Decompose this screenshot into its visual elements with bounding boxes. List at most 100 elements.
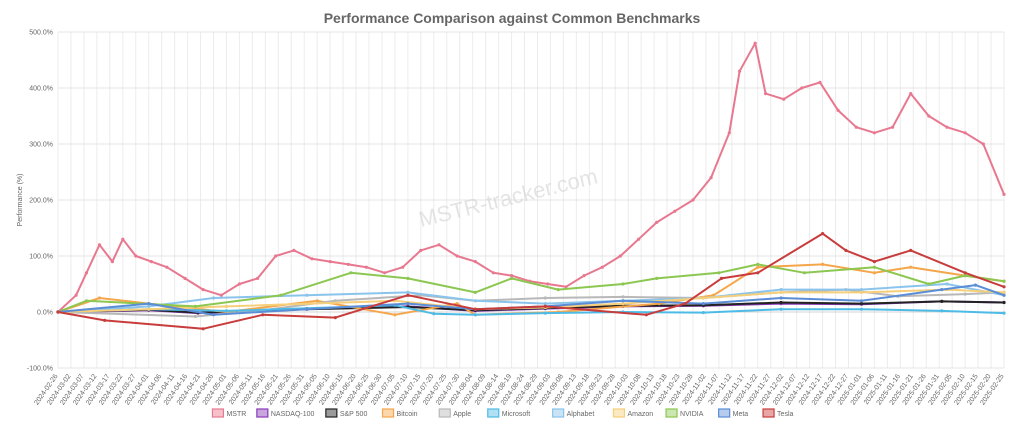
series-line-amazon (57, 288, 1005, 313)
y-tick-label: 300.0% (29, 142, 53, 149)
data-point (406, 302, 410, 306)
data-point (406, 276, 410, 280)
series-line-tesla (57, 232, 1005, 330)
data-point (940, 309, 944, 313)
data-point (859, 288, 864, 292)
data-point (473, 307, 477, 311)
data-point (193, 304, 197, 308)
data-point (582, 274, 586, 278)
data-point (859, 307, 864, 311)
data-point (201, 288, 205, 292)
data-point (637, 237, 641, 241)
data-point (310, 257, 314, 261)
legend-item-mstr[interactable]: MSTR (211, 408, 246, 418)
series-lines (56, 41, 1006, 331)
data-point (644, 313, 648, 317)
data-point (800, 86, 804, 90)
data-point (872, 131, 877, 135)
legend-item-s-p-500[interactable]: S&P 500 (325, 408, 368, 418)
legend-item-amazon[interactable]: Amazon (612, 408, 653, 418)
data-point (510, 274, 514, 278)
series-line-nvidia (57, 263, 1005, 313)
data-point (683, 302, 687, 306)
data-point (621, 282, 625, 286)
data-point (97, 296, 102, 300)
legend-swatch (325, 408, 338, 418)
legend-label: NVIDIA (680, 411, 704, 418)
data-point (110, 260, 114, 264)
legend-swatch (256, 408, 269, 418)
data-point (393, 313, 397, 317)
series-line-mstr (57, 42, 1005, 313)
data-point (349, 271, 353, 275)
data-point (1002, 285, 1006, 289)
data-point (1002, 279, 1006, 283)
data-point (201, 327, 205, 331)
legend-item-alphabet[interactable]: Alphabet (552, 408, 595, 418)
y-tick-label: 500.0% (29, 30, 53, 37)
x-tick-labels: 2024-02-262024-03-022024-03-072024-03-12… (33, 373, 1005, 406)
data-point (963, 292, 967, 296)
legend-item-tesla[interactable]: Tesla (762, 408, 793, 418)
data-point (419, 248, 423, 252)
legend-item-nvidia[interactable]: NVIDIA (665, 408, 704, 418)
data-point (406, 290, 410, 294)
data-point (383, 271, 387, 275)
y-tick-labels: -100.0% 0.0% 100.0% 200.0% 300.0% 400.0% 500.0… (27, 30, 53, 373)
data-point (756, 265, 760, 269)
data-point (621, 302, 625, 306)
data-point (103, 318, 107, 322)
data-point (183, 276, 187, 280)
legend-label: Apple (453, 411, 471, 418)
data-point (909, 248, 913, 252)
data-point (224, 309, 229, 313)
data-point (779, 288, 783, 292)
data-point (543, 304, 547, 308)
legend-item-apple[interactable]: Apple (438, 408, 471, 418)
data-point (940, 299, 944, 303)
legend-item-microsoft[interactable]: Microsoft (487, 408, 530, 418)
data-point (655, 220, 659, 224)
data-point (872, 260, 877, 264)
data-point (940, 288, 944, 292)
y-tick-label: 100.0% (29, 254, 53, 261)
legend-item-nasdaq-100[interactable]: NASDAQ-100 (256, 408, 315, 418)
data-point (701, 311, 706, 315)
data-point (1002, 290, 1006, 294)
data-point (756, 271, 760, 275)
data-point (691, 198, 695, 202)
data-point (432, 312, 436, 316)
data-point (1002, 311, 1006, 315)
data-point (927, 114, 931, 118)
legend-label: Microsoft (502, 411, 530, 418)
data-point (981, 142, 985, 146)
data-point (963, 131, 967, 135)
data-point (543, 311, 547, 315)
data-point (279, 293, 283, 297)
data-point (346, 262, 350, 266)
data-point (328, 260, 332, 264)
legend-label: MSTR (226, 411, 246, 418)
data-point (261, 313, 265, 317)
data-point (56, 310, 60, 314)
legend-label: Tesla (777, 411, 793, 418)
data-point (859, 290, 864, 294)
legend-item-bitcoin[interactable]: Bitcoin (381, 408, 418, 418)
data-point (149, 260, 153, 264)
legend-swatch (612, 408, 626, 418)
data-point (844, 248, 848, 252)
data-point (1002, 293, 1006, 297)
legend-label: NASDAQ-100 (271, 411, 315, 418)
legend-swatch (381, 408, 395, 418)
data-point (764, 92, 768, 96)
data-point (909, 92, 913, 96)
series-line-meta (57, 284, 1005, 316)
data-point (782, 97, 786, 101)
data-point (543, 296, 547, 300)
data-point (859, 299, 864, 303)
data-point (491, 271, 495, 275)
data-point (256, 276, 260, 280)
legend[interactable]: MSTR NASDAQ-100 S&P 500 Bitcoin Apple Microso… (211, 408, 793, 418)
legend-item-meta[interactable]: Meta (718, 408, 749, 418)
y-tick-label: 200.0% (29, 198, 53, 205)
